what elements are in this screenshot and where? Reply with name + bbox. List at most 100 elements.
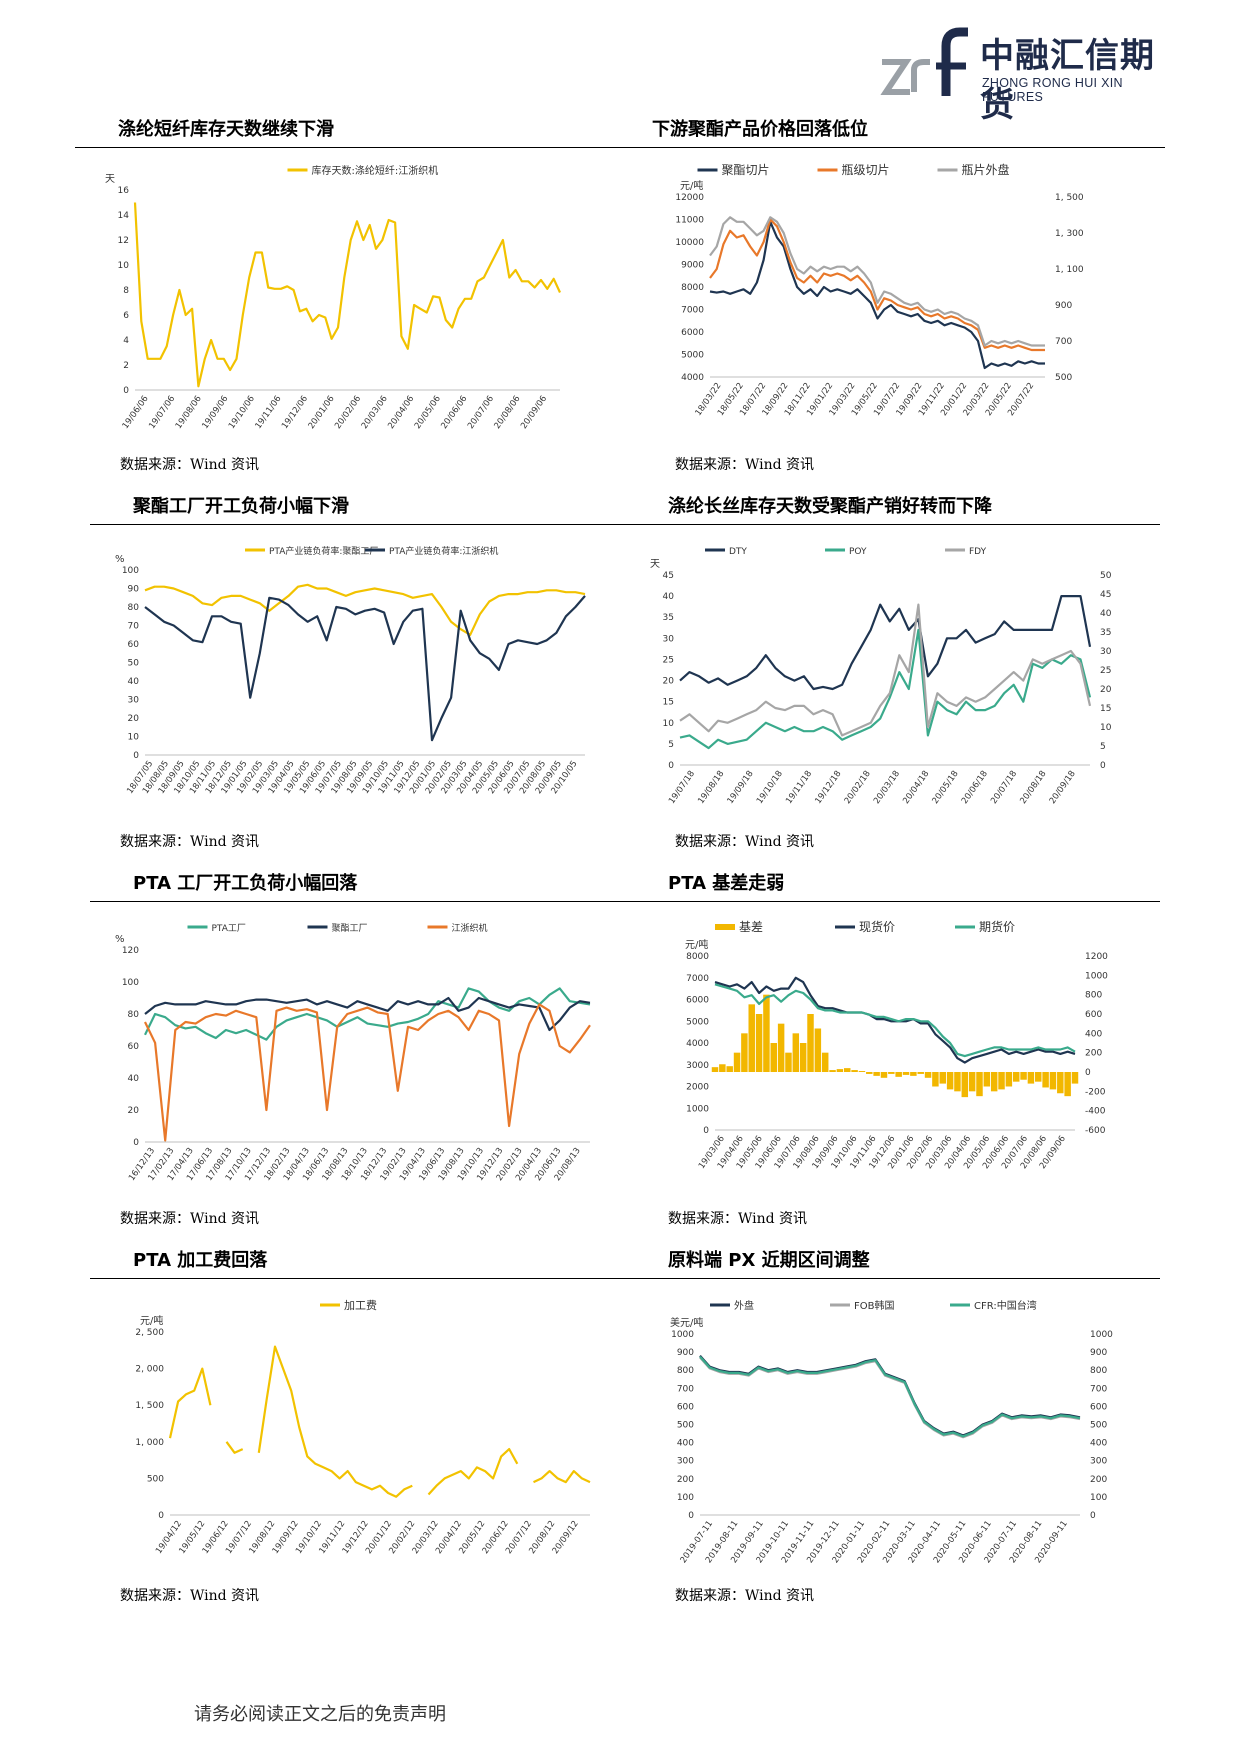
- y2-tick-label: 40: [1100, 609, 1112, 619]
- x-tick-label: 20/04/18: [901, 769, 931, 806]
- source-1: 数据来源：Wind 资讯: [120, 457, 260, 473]
- y-tick-label: 4000: [681, 373, 704, 383]
- source-3: 数据来源：Wind 资讯: [120, 834, 260, 850]
- svg-text:POY: POY: [849, 547, 867, 557]
- chart-polyester-prices: 元/吨 4000 5000 6000 7000 8000 9000 10000 11000 120…: [650, 155, 1090, 445]
- y-tick-label: 900: [677, 1348, 694, 1358]
- basis-bar: [1035, 1072, 1042, 1082]
- series-line: [144, 987, 591, 1041]
- y2-tick-label: 900: [1055, 301, 1072, 311]
- y-tick-label: 0: [133, 1138, 139, 1148]
- y-tick-label: 600: [677, 1402, 694, 1412]
- y2-tick-label: 400: [1090, 1439, 1107, 1449]
- series-line: [144, 595, 586, 742]
- y-axis-unit: 元/吨: [140, 1314, 163, 1327]
- basis-bar: [998, 1072, 1005, 1090]
- basis-bar: [976, 1072, 983, 1097]
- svg-text:瓶片外盘: 瓶片外盘: [962, 162, 1010, 177]
- y-tick-label: 1, 000: [135, 1438, 164, 1448]
- y-tick-label: 500: [677, 1421, 694, 1431]
- legend-item: 瓶级切片: [817, 163, 890, 177]
- chart-polyester-load: % 0 10 20 30 40 50 60 70 80 90 100 18/07/05 18/08/05 1…: [100, 535, 600, 825]
- y-tick-label: 6000: [686, 996, 709, 1006]
- series-line: [699, 1355, 1081, 1438]
- svg-text:现货价: 现货价: [859, 919, 895, 934]
- y-axis-unit: 天: [105, 174, 115, 185]
- y-tick-label: 8: [123, 286, 129, 296]
- y2-tick-label: 1, 300: [1055, 229, 1084, 239]
- y2-tick-label: 1, 100: [1055, 265, 1084, 275]
- y-tick-label: 80: [128, 603, 140, 613]
- basis-bar: [910, 1072, 917, 1076]
- y-tick-label: 90: [128, 585, 140, 595]
- chart-px-prices: 美元/吨 0 100 200 300 400 500 600 700 800 900 1000 0 100…: [650, 1290, 1130, 1580]
- basis-bar: [763, 994, 770, 1072]
- y2-tick-label: 0: [1090, 1511, 1096, 1521]
- basis-bar: [902, 1072, 910, 1075]
- x-tick-label: 20/03/18: [872, 769, 902, 806]
- y-tick-label: 400: [677, 1439, 694, 1449]
- y-tick-label: 800: [677, 1366, 694, 1376]
- logo-text-en: ZHONG RONG HUI XIN FUTURES: [982, 76, 1123, 104]
- y-tick-label: 4: [123, 336, 129, 346]
- footer-disclaimer: 请务必阅读正文之后的免责声明: [194, 1704, 446, 1725]
- y2-tick-label: -600: [1085, 1126, 1106, 1136]
- y-tick-label: 30: [128, 696, 140, 706]
- y-tick-label: 6000: [681, 328, 704, 338]
- y-tick-label: 35: [663, 613, 674, 623]
- y2-tick-label: 50: [1100, 571, 1112, 581]
- basis-bar: [1020, 1072, 1027, 1080]
- y-tick-label: 1000: [671, 1330, 694, 1340]
- y-tick-label: 9000: [681, 261, 704, 271]
- y-tick-label: 100: [122, 978, 139, 988]
- x-tick-label: 20/09/06: [519, 394, 549, 431]
- logo-text-cn: 中融汇信期货: [980, 36, 1155, 125]
- x-tick-label: 19/11/18: [784, 769, 814, 806]
- y-tick-label: 70: [128, 622, 140, 632]
- basis-bar: [1027, 1072, 1035, 1084]
- basis-bar: [829, 1070, 836, 1072]
- y-axis-unit: 天: [650, 559, 660, 570]
- source-6: 数据来源：Wind 资讯: [668, 1211, 808, 1227]
- legend-item: 聚酯切片: [697, 163, 770, 177]
- x-tick-label: 19/08/18: [696, 769, 726, 806]
- y2-tick-label: 700: [1090, 1384, 1107, 1394]
- y-tick-label: 300: [677, 1457, 694, 1467]
- basis-bar: [741, 1033, 748, 1072]
- y2-tick-label: 45: [1100, 590, 1111, 600]
- y2-tick-label: 0: [1100, 761, 1106, 771]
- company-logo: 中融汇信期货 ZHONG RONG HUI XIN FUTURES: [880, 26, 1180, 125]
- section-title-3: 聚酯工厂开工负荷小幅下滑: [133, 496, 349, 517]
- x-tick-label: 20/02/18: [843, 769, 873, 806]
- x-tick-label: 20/06/18: [960, 769, 990, 806]
- y-tick-label: 0: [133, 751, 139, 761]
- y2-tick-label: 500: [1090, 1421, 1107, 1431]
- y-tick-label: 10: [128, 733, 140, 743]
- svg-text:加工费: 加工费: [344, 1299, 377, 1312]
- series-line: [133, 202, 561, 388]
- basis-bar: [1012, 1072, 1020, 1082]
- x-tick-label: 19/12/18: [813, 769, 843, 806]
- y-tick-label: 2: [123, 361, 129, 371]
- series-line: [679, 628, 1092, 750]
- section-title-1: 涤纶短纤库存天数继续下滑: [118, 119, 334, 140]
- chart-pta-basis: 元/吨 0 1000 2000 3000 4000 5000 6000 7000 8000 -600…: [650, 912, 1130, 1202]
- y2-tick-label: 30: [1100, 647, 1112, 657]
- legend-item: 库存天数:涤纶短纤:江浙织机: [287, 164, 438, 177]
- y2-tick-label: 1200: [1085, 952, 1108, 962]
- svg-text:外盘: 外盘: [734, 1299, 754, 1312]
- y-tick-label: 2, 500: [135, 1328, 164, 1338]
- chart-svg: %010203040506070809010018/07/0518/08/051…: [115, 545, 586, 796]
- legend-item: 基差: [715, 920, 763, 934]
- source-8: 数据来源：Wind 资讯: [675, 1588, 815, 1604]
- y-tick-label: 30: [663, 634, 675, 644]
- y2-tick-label: -400: [1085, 1107, 1106, 1117]
- divider-1: [75, 147, 1165, 148]
- series-line: [709, 220, 1045, 370]
- y-tick-label: 8000: [686, 952, 709, 962]
- basis-bar: [990, 1072, 998, 1092]
- y-tick-label: 5: [668, 740, 674, 750]
- y-tick-label: 3000: [686, 1061, 709, 1071]
- y-axis-unit: %: [115, 934, 125, 945]
